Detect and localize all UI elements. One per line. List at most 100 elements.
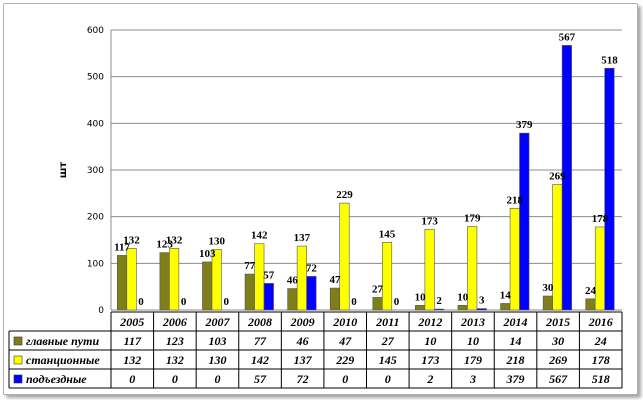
data-label: 229 <box>336 189 353 201</box>
x-tick-label: 2016 <box>588 315 613 329</box>
data-label: 130 <box>208 235 225 247</box>
x-tick-label: 2009 <box>290 315 315 329</box>
bar <box>434 308 445 311</box>
data-label: 123 <box>156 239 173 251</box>
x-tick-label: 2014 <box>503 315 528 329</box>
legend-label: подъездные <box>26 372 87 386</box>
bar <box>159 252 170 311</box>
table-cell: 57 <box>254 372 267 386</box>
bar <box>339 202 350 311</box>
legend-swatch <box>13 355 23 365</box>
data-label: 30 <box>542 282 554 294</box>
table-cell: 24 <box>594 334 607 348</box>
table-cell: 46 <box>296 334 309 348</box>
data-label: 132 <box>166 234 183 246</box>
bar <box>424 228 435 311</box>
data-table: 2005 2006 2007 2008 2009 2010 2011 2012 2013 2014… <box>8 311 623 389</box>
y-tick-label: 0 <box>98 306 104 316</box>
data-label: 145 <box>379 228 396 240</box>
bar <box>372 297 383 311</box>
table-cell: 518 <box>592 372 610 386</box>
bar <box>306 276 317 311</box>
bar <box>604 67 615 311</box>
data-label: 103 <box>199 248 216 260</box>
data-label: 24 <box>585 285 597 297</box>
table-cell: 179 <box>464 353 482 367</box>
table-cell: 72 <box>297 372 309 386</box>
table-cell: 117 <box>124 334 142 348</box>
chart-frame <box>3 3 638 395</box>
table-cell: 0 <box>214 372 220 386</box>
data-label: 77 <box>244 260 256 272</box>
table-cell: 567 <box>549 372 568 386</box>
x-tick-label: 2007 <box>204 315 230 329</box>
x-tick-label: 2012 <box>417 315 442 329</box>
table-cell: 3 <box>469 372 476 386</box>
bar <box>467 226 478 311</box>
data-label: 178 <box>592 213 609 225</box>
bar <box>585 298 596 311</box>
data-label: 137 <box>294 232 311 244</box>
bar <box>561 45 572 311</box>
table-cell: 14 <box>510 334 522 348</box>
data-label: 379 <box>516 119 533 131</box>
bar <box>552 184 563 311</box>
x-tick-label: 2015 <box>545 315 570 329</box>
table-cell: 30 <box>551 334 564 348</box>
table-cell: 0 <box>129 372 135 386</box>
data-label: 10 <box>415 291 427 303</box>
bar <box>415 305 426 311</box>
bar <box>254 243 265 311</box>
x-tick-label: 2010 <box>332 315 357 329</box>
data-label: 142 <box>251 230 268 242</box>
bar <box>476 308 487 311</box>
data-label: 72 <box>306 262 318 274</box>
table-cell: 0 <box>172 372 178 386</box>
y-tick-label: 100 <box>87 259 104 269</box>
table-cell: 77 <box>254 334 267 348</box>
bar <box>500 303 511 311</box>
table-cell: 10 <box>467 334 479 348</box>
bar <box>594 226 606 311</box>
x-tick-label: 2011 <box>375 315 399 329</box>
x-tick-label: 2006 <box>162 315 187 329</box>
table-cell: 130 <box>208 353 226 367</box>
data-label: 47 <box>329 274 341 286</box>
data-label: 117 <box>114 241 130 253</box>
data-label: 27 <box>372 283 384 295</box>
data-label: 269 <box>549 170 566 182</box>
y-axis-label: шт <box>58 162 69 179</box>
data-label: 10 <box>457 291 469 303</box>
legend-label: станционные <box>26 353 100 367</box>
table-cell: 10 <box>424 334 436 348</box>
bar <box>329 287 341 311</box>
table-cell: 379 <box>506 372 525 386</box>
data-label: 46 <box>287 275 299 287</box>
legend-swatch <box>13 336 23 346</box>
y-tick-label: 400 <box>87 119 104 129</box>
grid-lines <box>110 29 622 311</box>
table-cell: 142 <box>251 353 269 367</box>
legend-swatch <box>13 374 23 384</box>
data-label: 3 <box>479 295 485 307</box>
bar <box>381 242 393 311</box>
table-cell: 132 <box>166 353 184 367</box>
bar <box>457 305 468 311</box>
bar <box>244 273 255 311</box>
bar <box>519 132 530 311</box>
y-tick-label: 600 <box>87 26 104 36</box>
bar <box>296 245 307 311</box>
data-label: 179 <box>464 212 481 224</box>
bar <box>169 248 180 311</box>
bar <box>287 288 298 311</box>
legend-label: главные пути <box>26 334 99 348</box>
data-label: 2 <box>436 295 442 307</box>
table-cell: 2 <box>426 372 433 386</box>
x-tick-label: 2013 <box>460 315 485 329</box>
x-tick-label: 2008 <box>247 315 272 329</box>
x-tick-label: 2005 <box>119 315 144 329</box>
data-label: 57 <box>263 269 275 281</box>
bar <box>202 261 213 311</box>
table-cell: 123 <box>166 334 184 348</box>
